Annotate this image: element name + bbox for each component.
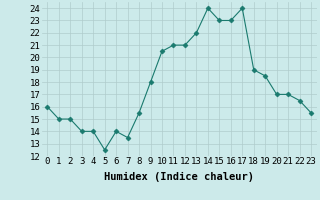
X-axis label: Humidex (Indice chaleur): Humidex (Indice chaleur) [104,172,254,182]
